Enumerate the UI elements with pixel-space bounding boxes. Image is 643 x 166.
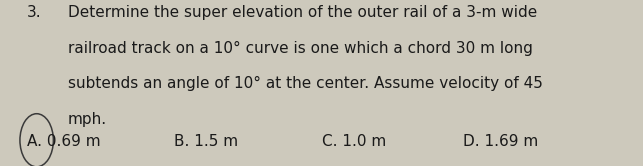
Text: railroad track on a 10° curve is one which a chord 30 m long: railroad track on a 10° curve is one whi…	[68, 41, 532, 56]
Text: 3.: 3.	[27, 5, 42, 20]
Text: Determine the super elevation of the outer rail of a 3-m wide: Determine the super elevation of the out…	[68, 5, 537, 20]
Text: B. 1.5 m: B. 1.5 m	[174, 134, 238, 149]
Text: D. 1.69 m: D. 1.69 m	[463, 134, 538, 149]
Text: mph.: mph.	[68, 112, 107, 127]
Text: A. 0.69 m: A. 0.69 m	[27, 134, 101, 149]
Text: subtends an angle of 10° at the center. Assume velocity of 45: subtends an angle of 10° at the center. …	[68, 76, 543, 91]
Text: C. 1.0 m: C. 1.0 m	[322, 134, 386, 149]
